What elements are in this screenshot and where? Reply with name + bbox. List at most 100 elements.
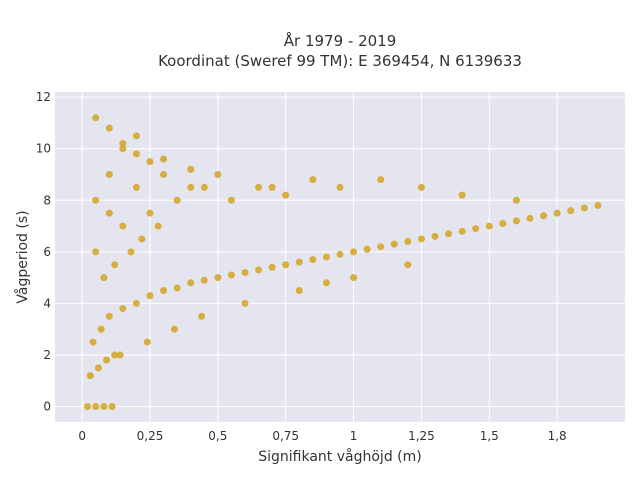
scatter-point <box>322 279 330 287</box>
scatter-point <box>160 155 168 163</box>
scatter-point <box>154 222 162 230</box>
y-tick-label: 8 <box>43 193 51 207</box>
scatter-point <box>143 338 151 346</box>
scatter-point <box>105 171 113 178</box>
scatter-point <box>255 266 263 274</box>
scatter-point <box>170 325 178 333</box>
scatter-point <box>512 217 520 225</box>
scatter-point <box>86 372 94 380</box>
scatter-point <box>336 183 344 191</box>
scatter-point <box>390 240 398 248</box>
scatter-point <box>200 183 208 191</box>
scatter-point <box>119 145 127 153</box>
scatter-point <box>295 287 303 295</box>
scatter-point <box>100 274 108 282</box>
scatter-point <box>458 227 466 235</box>
scatter-point <box>214 171 222 178</box>
scatter-point <box>404 238 412 246</box>
scatter-point <box>336 250 344 258</box>
scatter-point <box>282 261 290 269</box>
scatter-point <box>377 243 385 251</box>
scatter-point <box>111 351 119 359</box>
scatter-point <box>119 305 127 313</box>
scatter-point <box>132 183 140 191</box>
scatter-point <box>431 232 439 240</box>
scatter-point <box>214 274 222 282</box>
scatter-point <box>173 196 181 204</box>
x-tick-label: 0,5 <box>208 429 227 443</box>
scatter-point <box>92 196 100 204</box>
scatter-point <box>295 258 303 266</box>
scatter-point <box>187 279 195 287</box>
scatter-point <box>146 158 154 166</box>
scatter-point <box>108 403 116 411</box>
scatter-point <box>100 403 108 411</box>
scatter-point <box>458 191 466 199</box>
y-tick-label: 4 <box>43 296 51 310</box>
scatter-point <box>200 276 208 284</box>
x-tick-label: 0 <box>78 429 86 443</box>
x-tick-label: 0,75 <box>272 429 299 443</box>
scatter-point <box>594 201 602 209</box>
scatter-point <box>227 196 235 204</box>
y-axis-title: Vågperiod (s) <box>14 210 31 303</box>
y-tick-label: 10 <box>36 142 51 156</box>
scatter-point <box>119 140 127 148</box>
data-points <box>84 114 602 411</box>
scatter-point <box>553 209 561 217</box>
scatter-point <box>198 312 206 320</box>
scatter-point <box>472 225 480 233</box>
x-tick-label: 1,5 <box>480 429 499 443</box>
scatter-point <box>84 403 92 411</box>
scatter-point <box>111 261 119 269</box>
scatter-point <box>404 261 412 269</box>
x-tick-label: 0,25 <box>137 429 164 443</box>
scatter-point <box>116 351 124 359</box>
y-tick-label: 2 <box>43 348 51 362</box>
scatter-point <box>119 222 127 230</box>
scatter-point <box>309 256 317 264</box>
scatter-point <box>146 209 154 217</box>
tick-labels: 0 0,25 0,5 0,75 1 1,25 1,5 1,8 0 2 4 6 8 10 12 <box>36 90 567 443</box>
scatter-point <box>417 235 425 243</box>
scatter-point <box>132 299 140 307</box>
scatter-point <box>241 299 249 307</box>
scatter-point <box>512 196 520 204</box>
scatter-point <box>580 204 588 212</box>
scatter-point <box>92 114 100 122</box>
chart-subtitle: Koordinat (Sweref 99 TM): E 369454, N 61… <box>158 52 522 70</box>
scatter-point <box>92 403 100 411</box>
scatter-point <box>309 176 317 184</box>
scatter-point <box>567 207 575 215</box>
x-axis-title: Signifikant våghöjd (m) <box>258 448 421 465</box>
scatter-point <box>363 245 371 253</box>
scatter-point <box>132 132 140 140</box>
y-tick-label: 12 <box>36 90 51 104</box>
x-tick-label: 1,25 <box>408 429 435 443</box>
scatter-point <box>350 274 358 282</box>
y-tick-label: 6 <box>43 245 51 259</box>
scatter-point <box>377 176 385 184</box>
scatter-point <box>485 222 493 230</box>
scatter-point <box>127 248 135 256</box>
scatter-point <box>417 183 425 191</box>
scatter-point <box>94 364 102 372</box>
scatter-point <box>92 248 100 256</box>
scatter-point <box>241 268 249 276</box>
scatter-point <box>255 183 263 191</box>
scatter-point <box>322 253 330 261</box>
scatter-point <box>160 287 168 295</box>
scatter-point <box>160 171 168 178</box>
scatter-point <box>445 230 453 238</box>
scatter-point <box>105 312 113 320</box>
scatter-point <box>103 356 111 364</box>
chart-title: År 1979 - 2019 <box>284 31 397 50</box>
scatter-point <box>268 183 276 191</box>
scatter-point <box>105 124 113 132</box>
scatter-point <box>540 212 548 220</box>
scatter-point <box>89 338 97 346</box>
scatter-point <box>526 214 534 222</box>
scatter-point <box>187 165 195 173</box>
scatter-point <box>227 271 235 279</box>
